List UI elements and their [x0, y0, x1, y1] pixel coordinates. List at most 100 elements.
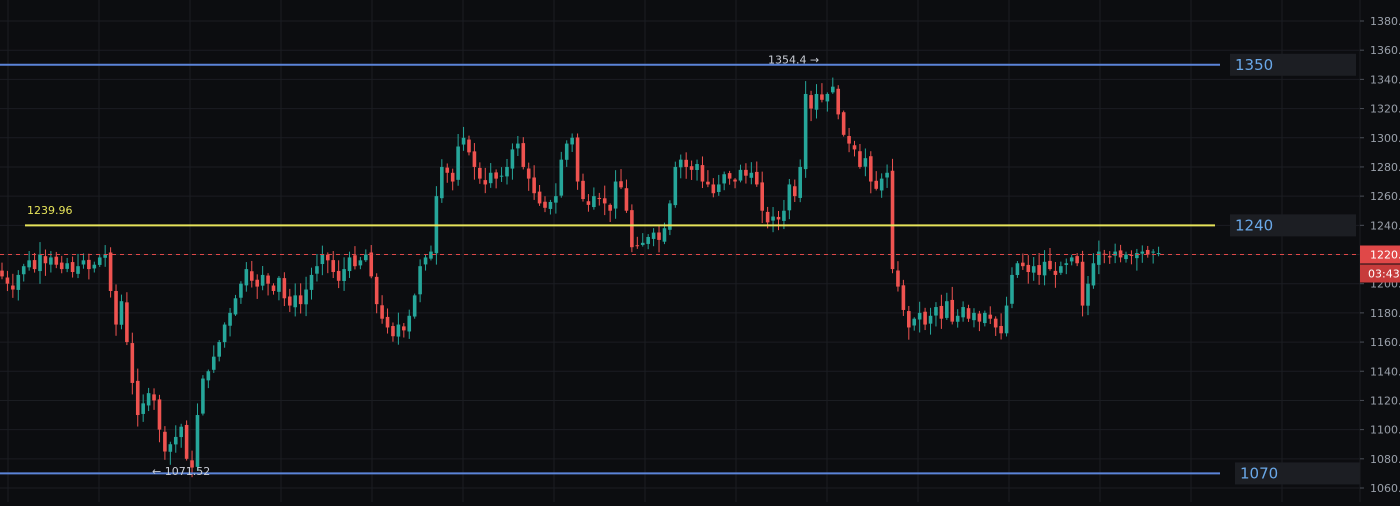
- candle-body: [266, 275, 270, 284]
- candle-body: [988, 314, 993, 319]
- candle-body: [1118, 250, 1123, 258]
- candle-body: [249, 271, 254, 281]
- candle-body: [798, 166, 803, 198]
- candle-body: [516, 143, 520, 149]
- candle-body: [1145, 249, 1150, 255]
- candle-body: [423, 257, 428, 265]
- axis-tick-label: 1120.0: [1370, 394, 1400, 407]
- candle-body: [749, 172, 754, 178]
- candle-body: [412, 295, 417, 317]
- candle-body: [336, 270, 341, 281]
- candle-body: [168, 444, 173, 452]
- candle-body: [1097, 251, 1101, 265]
- candle-body: [287, 296, 292, 306]
- candle-body: [999, 325, 1003, 334]
- candle-body: [602, 198, 607, 204]
- candle-body: [326, 254, 330, 261]
- candle-body: [364, 254, 368, 261]
- candle-body: [586, 201, 591, 205]
- axis-tick-label: 1160.0: [1370, 336, 1400, 349]
- candle-body: [65, 263, 69, 269]
- axis-tick-label: 1300.0: [1370, 132, 1400, 145]
- candle-body: [722, 174, 726, 184]
- candle-body: [907, 311, 911, 328]
- candle-body: [830, 86, 835, 93]
- candle-body: [1086, 283, 1090, 306]
- countdown-tag: [1360, 264, 1400, 283]
- price-level-label: 1070: [1240, 464, 1278, 482]
- candle-body: [260, 274, 265, 286]
- candle-body: [879, 178, 884, 191]
- candle-body: [5, 277, 10, 284]
- candle-body: [27, 260, 31, 268]
- candle-body: [993, 318, 998, 328]
- candle-body: [358, 260, 363, 266]
- price-level-label-box: [1230, 214, 1356, 237]
- candle-body: [738, 169, 743, 181]
- candle-body: [108, 252, 113, 291]
- candle-body: [201, 378, 205, 414]
- candle-body: [217, 342, 221, 357]
- candle-body: [163, 431, 167, 452]
- candle-body: [233, 298, 238, 315]
- candle-body: [11, 285, 15, 290]
- candle-body: [635, 245, 640, 247]
- candle-body: [581, 180, 585, 200]
- candle-body: [369, 252, 374, 277]
- candle-body: [575, 137, 580, 182]
- axis-tick-label: 1060.0: [1370, 482, 1400, 495]
- candle-body: [765, 211, 770, 223]
- candle-body: [760, 182, 764, 211]
- candle-body: [456, 146, 460, 180]
- candle-body: [928, 315, 933, 324]
- candle-body: [315, 266, 319, 274]
- price-level-label-box: [1230, 53, 1356, 76]
- candle-body: [331, 260, 336, 273]
- candle-body: [407, 315, 412, 332]
- candle-body: [1015, 263, 1020, 276]
- candle-body: [450, 172, 455, 182]
- candle-body: [1042, 261, 1047, 276]
- candle-body: [293, 295, 298, 308]
- price-level-label: 1350: [1235, 56, 1273, 74]
- candle-body: [135, 380, 140, 416]
- candle-body: [841, 112, 846, 135]
- candle-body: [668, 203, 672, 230]
- axis-tick-label: 1140.0: [1370, 365, 1400, 378]
- candle-body: [440, 166, 444, 199]
- low-price-annotation: ← 1071.52: [152, 465, 210, 478]
- candle-body: [374, 276, 379, 305]
- candle-body: [1053, 270, 1058, 275]
- candle-body: [716, 184, 721, 192]
- candle-body: [825, 93, 830, 102]
- axis-tick-label: 1180.0: [1370, 307, 1400, 320]
- candle-body: [1004, 305, 1009, 334]
- candle-body: [1075, 256, 1079, 264]
- candle-body: [239, 283, 243, 298]
- candle-body: [173, 436, 178, 445]
- candle-body: [380, 305, 384, 319]
- candle-body: [206, 371, 211, 381]
- candle-body: [917, 312, 922, 320]
- candle-body: [81, 260, 86, 265]
- candle-body: [630, 210, 634, 248]
- candle-body: [803, 93, 808, 170]
- candle-body: [782, 210, 786, 221]
- axis-tick-label: 1380.0: [1370, 15, 1400, 28]
- candle-body: [347, 257, 352, 272]
- candle-body: [146, 393, 151, 406]
- candle-body: [678, 159, 683, 168]
- candle-body: [592, 196, 596, 208]
- candle-body: [483, 180, 488, 185]
- candle-body: [570, 137, 574, 145]
- candle-body: [1113, 251, 1117, 256]
- candle-body: [657, 232, 661, 240]
- candle-body: [271, 285, 276, 291]
- candle-body: [700, 165, 705, 182]
- candle-body: [429, 251, 433, 259]
- candle-body: [1135, 253, 1139, 259]
- candle-body: [564, 143, 569, 160]
